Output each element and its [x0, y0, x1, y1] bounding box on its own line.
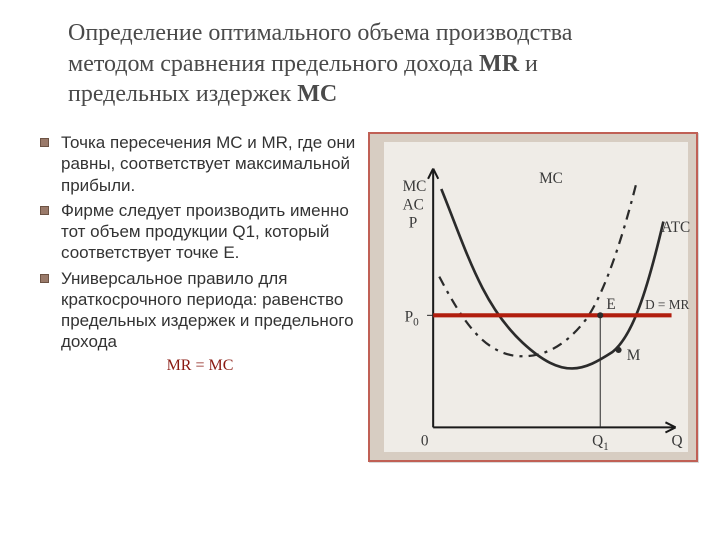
- lbl-mc-curve: MC: [539, 170, 563, 187]
- list-item: Фирме следует производить именно тот объ…: [40, 200, 360, 264]
- bullet-text: Фирме следует производить именно тот объ…: [61, 200, 360, 264]
- list-item: Точка пересечения MC и MR, где они равны…: [40, 132, 360, 196]
- lbl-q: Q: [672, 433, 683, 450]
- lbl-dmr: D = MR: [645, 297, 689, 312]
- title-line3a: предельных издержек: [68, 81, 297, 107]
- title-line2c: и: [519, 51, 538, 77]
- mc-curve: [439, 181, 637, 356]
- chart-figure: MC AC P MC ATC D = MR E M P0 0 Q1 Q: [368, 132, 698, 462]
- atc-curve: [441, 189, 663, 368]
- lbl-m: M: [627, 347, 641, 364]
- lbl-atc-curve: ATC: [661, 219, 690, 236]
- equation: MR = MC: [40, 357, 360, 375]
- lbl-y-p: P: [409, 215, 418, 232]
- lbl-p0: P0: [405, 309, 420, 329]
- lbl-e: E: [606, 296, 615, 313]
- lbl-origin: 0: [421, 433, 429, 450]
- bullet-list: Точка пересечения MC и MR, где они равны…: [40, 132, 360, 462]
- bullet-icon: [40, 206, 49, 215]
- chart-svg: MC AC P MC ATC D = MR E M P0 0 Q1 Q: [370, 134, 696, 460]
- bullet-text: Точка пересечения MC и MR, где они равны…: [61, 132, 360, 196]
- title-line2a: методом сравнения предельного дохода: [68, 51, 479, 77]
- point-e: [597, 312, 603, 318]
- lbl-q1: Q1: [592, 433, 609, 453]
- bullet-text: Универсальное правило для краткосрочного…: [61, 268, 360, 353]
- point-m: [616, 347, 622, 353]
- bullet-icon: [40, 138, 49, 147]
- title-line1: Определение оптимального объема производ…: [68, 20, 572, 46]
- lbl-y-ac: AC: [403, 197, 424, 214]
- list-item: Универсальное правило для краткосрочного…: [40, 268, 360, 353]
- title-mr: MR: [479, 51, 519, 77]
- title-mc: MC: [297, 81, 337, 107]
- lbl-y-mc: MC: [403, 178, 427, 195]
- bullet-icon: [40, 274, 49, 283]
